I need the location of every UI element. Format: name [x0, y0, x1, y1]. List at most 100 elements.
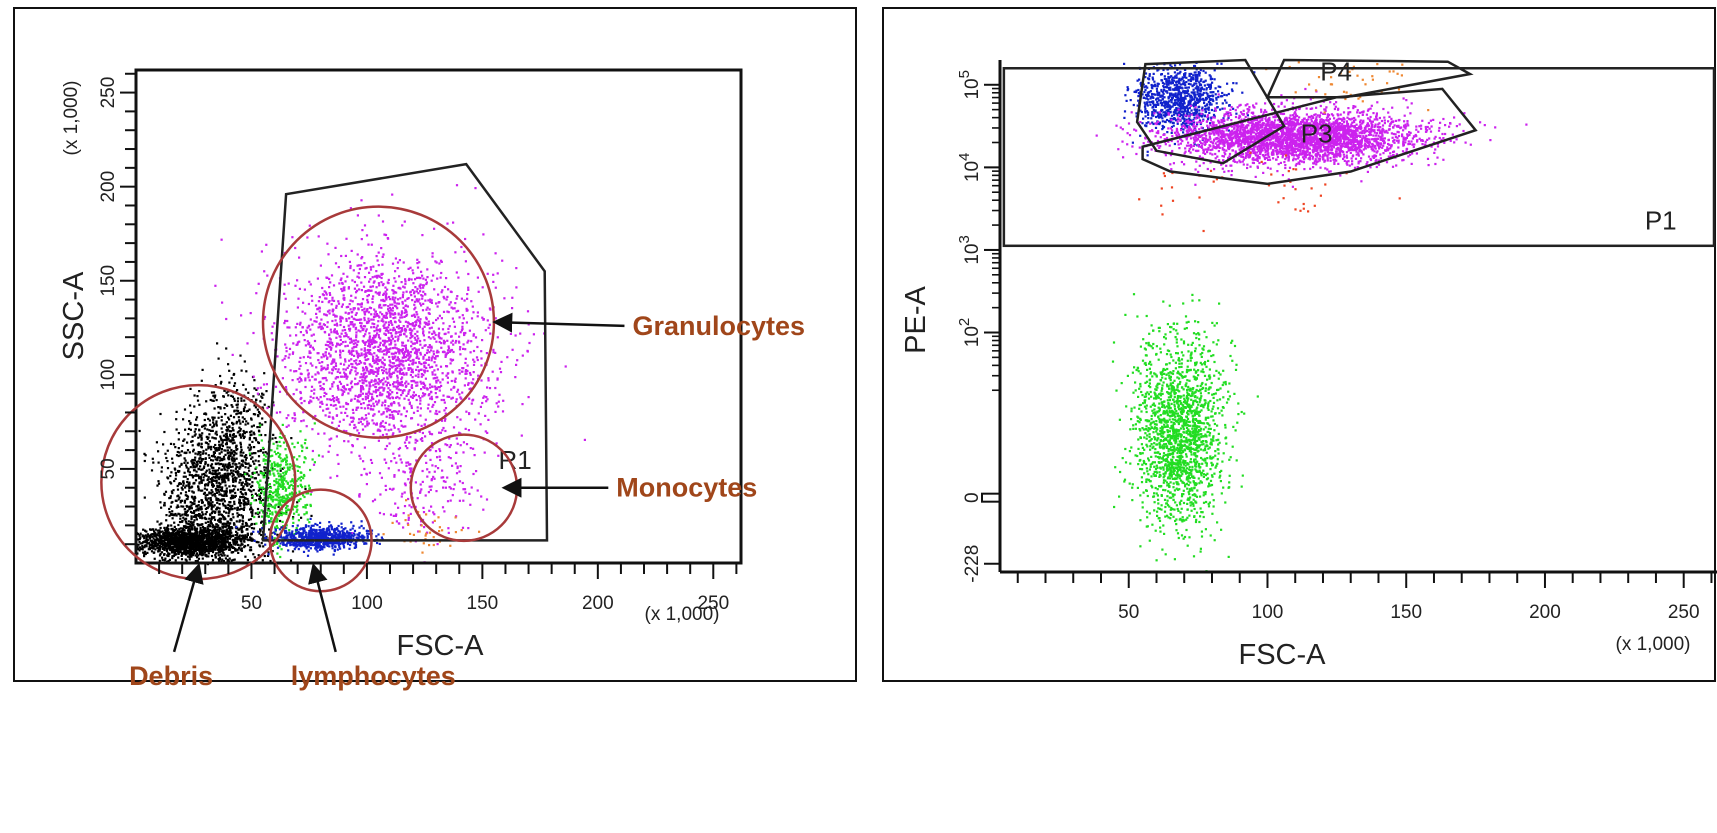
data-point [262, 545, 265, 548]
data-point [377, 320, 380, 323]
data-point [400, 312, 403, 315]
data-point [398, 352, 401, 355]
data-point [229, 414, 232, 417]
data-point [384, 484, 387, 487]
data-point [207, 549, 210, 552]
data-point [191, 511, 194, 514]
data-point [226, 545, 229, 548]
data-point [349, 321, 352, 324]
data-point [169, 513, 173, 516]
data-point [383, 332, 386, 335]
data-point [419, 438, 422, 441]
data-point [365, 393, 368, 396]
data-point [424, 344, 427, 347]
data-point [414, 286, 417, 289]
data-point [401, 302, 404, 305]
data-point [385, 314, 388, 317]
data-point [226, 538, 229, 541]
data-point [239, 450, 243, 454]
data-point [449, 362, 452, 365]
data-point [174, 535, 177, 538]
data-point [344, 373, 347, 376]
data-point [188, 505, 191, 508]
data-point [404, 278, 407, 281]
data-point [176, 529, 179, 532]
data-point [359, 390, 363, 393]
data-point [207, 454, 210, 457]
data-point [223, 500, 226, 503]
data-point [313, 320, 316, 323]
data-point [333, 329, 336, 332]
data-point [418, 261, 421, 264]
data-point [194, 541, 197, 544]
data-point [434, 388, 437, 391]
data-point [178, 470, 181, 473]
data-point [197, 509, 200, 512]
data-point [176, 550, 179, 553]
data-point [265, 243, 268, 246]
data-point [378, 293, 381, 296]
data-point [503, 297, 506, 300]
data-point [371, 276, 374, 279]
data-point [159, 541, 162, 544]
data-point [399, 316, 402, 319]
data-point [239, 441, 242, 444]
data-point [393, 277, 396, 280]
data-point [229, 527, 232, 530]
data-point [329, 293, 332, 296]
data-point [339, 323, 342, 327]
data-point [164, 557, 167, 560]
data-point [203, 491, 206, 494]
data-point [304, 377, 307, 380]
data-point [446, 376, 449, 379]
data-point [233, 495, 236, 499]
data-point [392, 362, 396, 365]
data-point [361, 339, 364, 343]
data-point [334, 364, 338, 367]
data-point [246, 532, 249, 535]
data-point [404, 320, 407, 323]
data-point [257, 450, 260, 453]
data-point [384, 349, 387, 352]
data-point [174, 471, 177, 474]
data-point [472, 371, 475, 374]
data-point [365, 234, 369, 237]
data-point [205, 469, 208, 472]
data-point [369, 392, 372, 395]
data-point [325, 297, 328, 300]
data-point [184, 475, 187, 478]
data-point [419, 380, 422, 383]
data-point [372, 370, 375, 373]
data-point [328, 438, 331, 441]
data-point [208, 440, 211, 443]
data-point [212, 455, 215, 458]
data-point [399, 334, 402, 337]
data-point [342, 418, 345, 421]
data-point [397, 327, 400, 330]
data-point [481, 401, 484, 405]
data-point [391, 323, 394, 326]
data-point [167, 531, 170, 534]
data-point [435, 351, 438, 354]
data-point [422, 334, 425, 337]
data-point [184, 428, 187, 431]
data-point [245, 430, 248, 434]
data-point [172, 532, 176, 535]
data-point [160, 506, 163, 509]
data-point [232, 494, 235, 497]
data-point [448, 395, 451, 398]
data-point [228, 473, 231, 476]
data-point [384, 380, 387, 383]
data-point [340, 332, 343, 335]
data-point [192, 502, 195, 506]
data-point [439, 431, 442, 434]
data-point [227, 530, 230, 534]
data-point [171, 527, 174, 530]
data-point [371, 297, 374, 300]
data-point [210, 391, 214, 394]
data-point [452, 320, 456, 323]
data-point [435, 387, 439, 391]
data-point [188, 530, 192, 533]
data-point [424, 393, 427, 396]
data-point [199, 506, 202, 509]
